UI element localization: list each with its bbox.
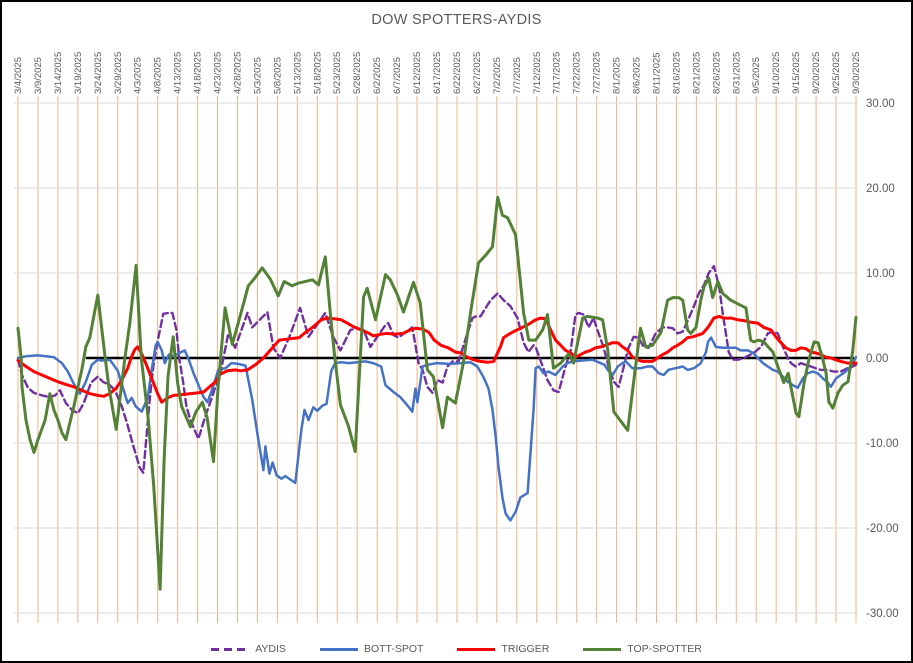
x-axis-date-label: 7/12/2025 [532, 52, 543, 94]
x-axis-date-label: 8/1/2025 [612, 57, 623, 94]
y-axis-tick-label: 10.00 [866, 268, 895, 280]
x-axis-date-label: 4/8/2025 [153, 57, 164, 94]
x-axis-date-label: 6/2/2025 [372, 57, 383, 94]
legend-label: TOP-SPOTTER [627, 643, 702, 655]
series-line-top-spotter[interactable] [16, 195, 858, 591]
x-axis-date-label: 9/25/2025 [831, 52, 842, 94]
x-axis-date-label: 8/11/2025 [651, 52, 662, 94]
x-axis-date-label: 6/7/2025 [392, 57, 403, 94]
x-axis-date-label: 6/22/2025 [452, 52, 463, 94]
x-axis-date-label: 5/3/2025 [252, 57, 263, 94]
x-axis-date-label: 7/22/2025 [572, 52, 583, 94]
y-axis-tick-label: -10.00 [866, 438, 899, 450]
trigger-line-sample-icon [457, 647, 496, 651]
x-axis-date-label: 3/9/2025 [33, 57, 44, 94]
x-axis-date-label: 5/28/2025 [352, 52, 363, 94]
x-axis-date-label: 7/17/2025 [552, 52, 563, 94]
x-axis-date-label: 9/20/2025 [811, 52, 822, 94]
x-axis-date-label: 6/27/2025 [472, 52, 483, 94]
series-line-bott-spot[interactable] [16, 336, 858, 522]
aydis-line-sample-icon [211, 647, 250, 651]
x-axis-date-label: 4/3/2025 [133, 57, 144, 94]
x-axis-date-label: 9/10/2025 [771, 52, 782, 94]
x-axis-date-label: 3/4/2025 [13, 57, 24, 94]
x-axis-date-label: 5/18/2025 [312, 52, 323, 94]
x-axis-date-label: 4/23/2025 [213, 52, 224, 94]
x-axis-date-label: 5/23/2025 [332, 52, 343, 94]
legend-label: BOTT-SPOT [363, 643, 424, 655]
x-axis-date-label: 7/2/2025 [492, 57, 503, 94]
legend-label: AYDIS [255, 643, 286, 655]
x-axis-date-label: 3/19/2025 [73, 52, 84, 94]
x-axis-date-label: 5/13/2025 [292, 52, 303, 94]
x-axis-date-label: 4/28/2025 [232, 52, 243, 94]
x-axis-date-label: 3/14/2025 [53, 52, 64, 94]
y-axis-tick-label: 30.00 [866, 98, 895, 110]
legend: AYDIS BOTT-SPOT TRIGGER TOP-SPOTTER [0, 643, 913, 655]
x-axis-date-label: 9/15/2025 [791, 52, 802, 94]
x-axis-date-label: 3/24/2025 [93, 52, 104, 94]
y-axis-tick-label: 20.00 [866, 183, 895, 195]
legend-item-top-spotter[interactable]: TOP-SPOTTER [583, 643, 702, 655]
x-axis-date-label: 8/6/2025 [632, 57, 643, 94]
legend-item-trigger[interactable]: TRIGGER [457, 643, 549, 655]
x-axis-date-label: 5/8/2025 [272, 57, 283, 94]
series-line-aydis[interactable] [16, 265, 858, 474]
x-axis-date-label: 4/18/2025 [193, 52, 204, 94]
x-axis-date-label: 6/17/2025 [432, 52, 443, 94]
y-axis-tick-label: -30.00 [866, 608, 899, 620]
legend-item-bott-spot[interactable]: BOTT-SPOT [319, 643, 424, 655]
x-axis-date-label: 4/13/2025 [173, 52, 184, 94]
x-axis-date-label: 8/31/2025 [731, 52, 742, 94]
x-axis-date-label: 9/5/2025 [751, 57, 762, 94]
y-axis-tick-label: 0.00 [866, 353, 888, 365]
x-axis-date-label: 7/27/2025 [592, 52, 603, 94]
top-spotter-line-sample-icon [583, 647, 622, 651]
x-axis-date-label: 3/29/2025 [113, 52, 124, 94]
y-axis-tick-label: -20.00 [866, 523, 899, 535]
x-axis-date-label: 7/7/2025 [512, 57, 523, 94]
x-axis-date-label: 6/12/2025 [412, 52, 423, 94]
legend-label: TRIGGER [501, 643, 550, 655]
x-axis-date-label: 8/16/2025 [671, 52, 682, 94]
x-axis-date-label: 8/26/2025 [711, 52, 722, 94]
x-axis-date-label: 8/21/2025 [691, 52, 702, 94]
chart-title: DOW SPOTTERS-AYDIS [371, 12, 542, 28]
bott-spot-line-sample-icon [319, 647, 358, 651]
x-axis-date-label: 9/30/2025 [851, 52, 862, 94]
legend-item-aydis[interactable]: AYDIS [211, 643, 286, 655]
